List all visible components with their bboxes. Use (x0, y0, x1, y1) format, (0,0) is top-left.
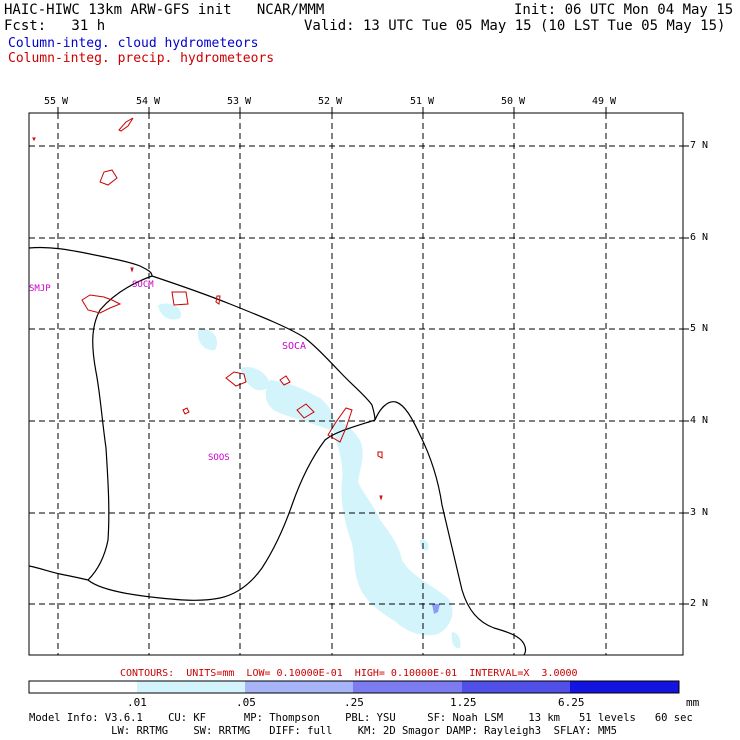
lat-label: 5 N (690, 323, 709, 334)
legend-precip: Column-integ. precip. hydrometeors (8, 51, 275, 66)
lon-label: 53 W (227, 96, 252, 107)
colorbar-tick: .01 (127, 696, 147, 709)
colorbar (28, 680, 680, 694)
lat-lon-grid (29, 113, 683, 655)
cloud-core (432, 604, 440, 614)
legend-cloud: Column-integ. cloud hydrometeors (8, 36, 259, 51)
coastline (28, 246, 527, 656)
valid-time: Valid: 13 UTC Tue 05 May 15 (10 LST Tue … (304, 18, 726, 34)
colorbar-tick: 6.25 (558, 696, 585, 709)
colorbar-bin-5 (570, 681, 679, 693)
lon-label: 54 W (136, 96, 161, 107)
cloud-hydrometeor-shading (158, 303, 461, 649)
colorbar-bin-3 (353, 681, 462, 693)
lon-label: 52 W (318, 96, 343, 107)
lon-label: 49 W (592, 96, 617, 107)
station-label: SOOS (208, 453, 230, 463)
lon-label: 51 W (410, 96, 435, 107)
station-label: SOCA (282, 341, 307, 352)
model-info-line1: Model Info: V3.6.1 CU: KF MP: Thompson P… (29, 712, 693, 724)
colorbar-tick: .05 (236, 696, 256, 709)
model-title: HAIC-HIWC 13km ARW-GFS init NCAR/MMM (4, 2, 325, 18)
lat-label: 2 N (690, 598, 709, 609)
station-label: SOCM (132, 280, 154, 290)
lat-label: 6 N (690, 232, 709, 243)
colorbar-tick: .25 (344, 696, 364, 709)
colorbar-tick: 1.25 (450, 696, 477, 709)
model-info-line2: LW: RRTMG SW: RRTMG DIFF: full KM: 2D Sm… (29, 725, 617, 737)
contours-info: CONTOURS: UNITS=mm LOW= 0.10000E-01 HIGH… (120, 668, 578, 679)
colorbar-bin-4 (462, 681, 570, 693)
colorbar-bin-1 (137, 681, 245, 693)
lat-label: 3 N (690, 507, 709, 518)
lon-label: 50 W (501, 96, 526, 107)
lon-label: 55 W (44, 96, 69, 107)
colorbar-unit: mm (686, 696, 700, 709)
colorbar-bin-2 (245, 681, 353, 693)
precip-contours (32, 117, 383, 501)
init-time: Init: 06 UTC Mon 04 May 15 (514, 2, 734, 18)
forecast-hour: Fcst: 31 h (4, 18, 106, 34)
station-label: SMJP (29, 284, 51, 294)
lat-label: 7 N (690, 140, 709, 151)
colorbar-bin-0 (29, 681, 137, 693)
lat-label: 4 N (690, 415, 709, 426)
map-frame (28, 112, 684, 656)
